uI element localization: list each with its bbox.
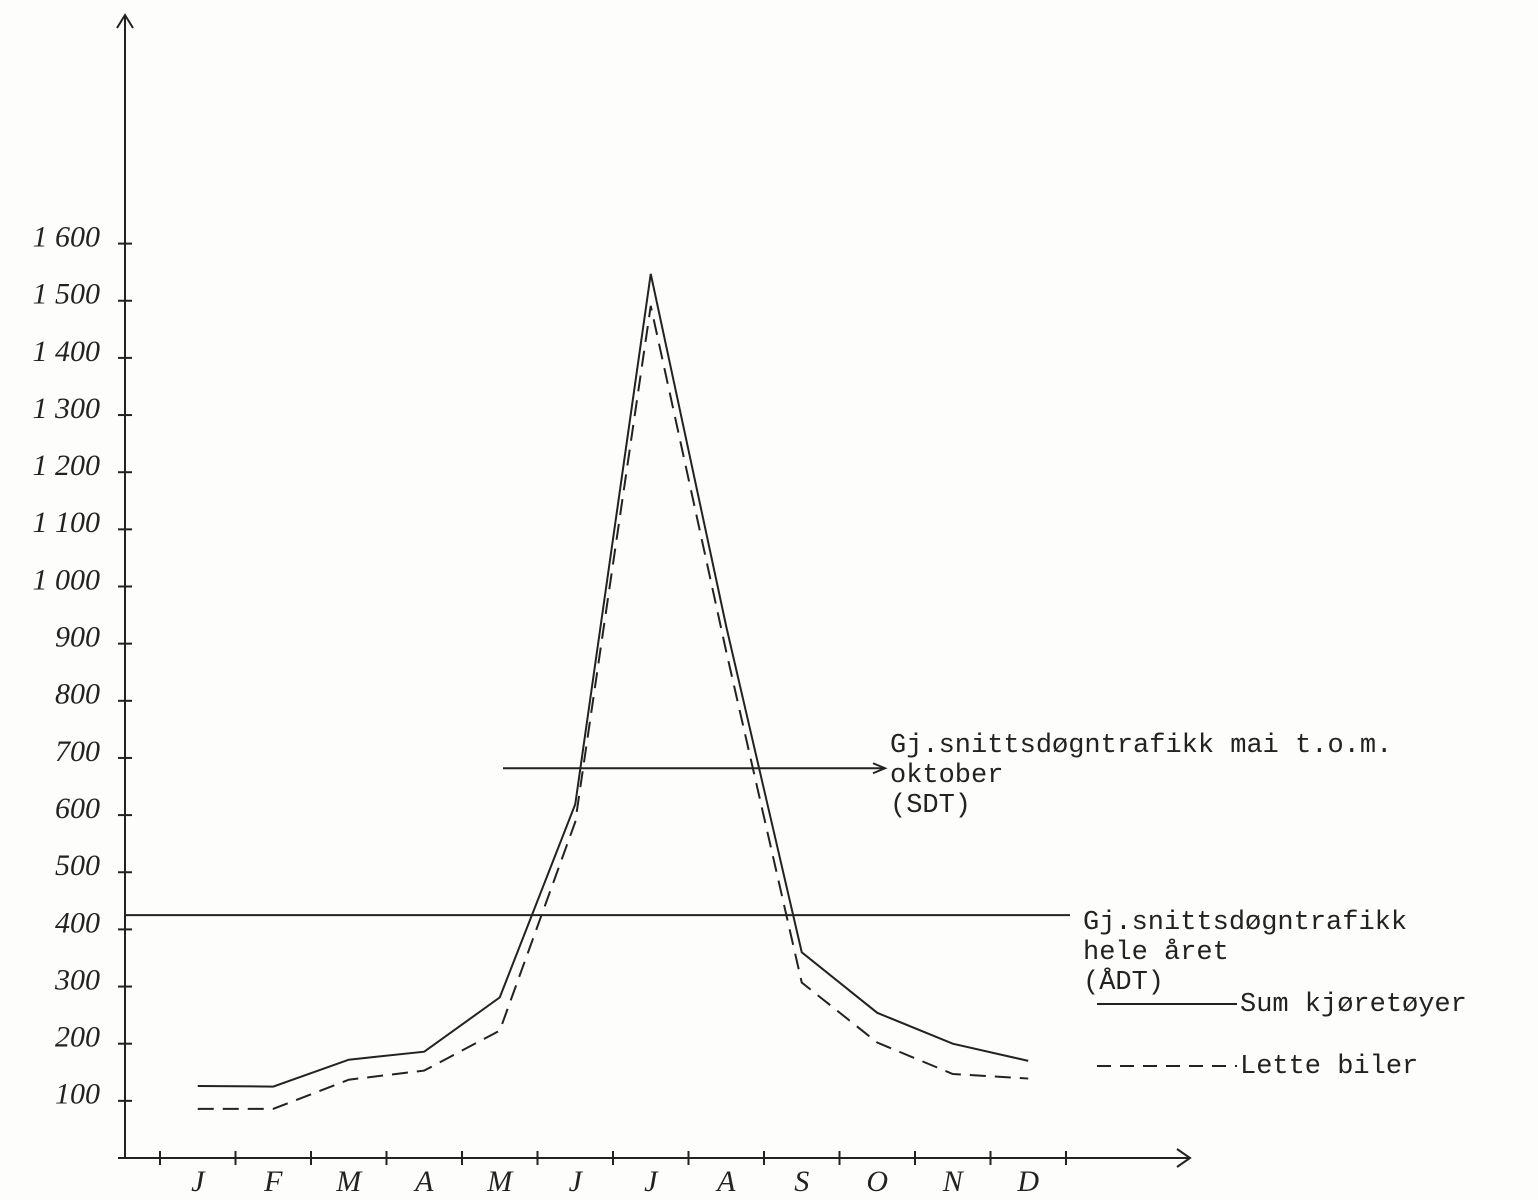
reference-arrow	[872, 762, 888, 775]
x-tick-label: A	[413, 1165, 434, 1198]
y-axis-arrow	[116, 13, 134, 29]
y-tick-label: 600	[55, 792, 100, 825]
reference-label: (ÅDT)	[1083, 967, 1164, 998]
x-tick-label: M	[335, 1165, 363, 1198]
y-tick-label: 1 300	[33, 392, 101, 425]
x-tick-label: M	[486, 1165, 514, 1198]
reference-label: oktober	[890, 761, 1003, 791]
reference-label: Gj.snittsdøgntrafikk	[1083, 908, 1407, 938]
series-line	[197, 305, 1029, 1110]
x-tick-label: N	[942, 1165, 965, 1198]
y-tick-label: 1 600	[33, 220, 101, 253]
x-tick-label: D	[1016, 1165, 1039, 1198]
y-tick-label: 1 100	[33, 506, 101, 539]
y-tick-label: 500	[55, 849, 100, 882]
x-tick-label: J	[191, 1165, 206, 1198]
y-tick-label: 800	[55, 678, 100, 711]
x-axis-arrow	[1176, 1148, 1192, 1168]
y-tick-label: 300	[54, 963, 100, 996]
x-tick-label: S	[794, 1165, 809, 1198]
x-tick-label: A	[715, 1165, 736, 1198]
y-tick-label: 900	[55, 621, 100, 654]
legend-label: Lette biler	[1240, 1052, 1418, 1082]
x-tick-label: O	[866, 1165, 888, 1198]
y-tick-label: 200	[55, 1021, 100, 1054]
y-tick-label: 1 500	[33, 278, 101, 311]
y-tick-label: 700	[55, 735, 100, 768]
legend-label: Sum kjøretøyer	[1240, 990, 1467, 1020]
x-tick-label: F	[263, 1165, 283, 1198]
reference-label: (SDT)	[890, 791, 971, 821]
x-tick-label: J	[644, 1165, 659, 1198]
reference-label: hele året	[1083, 938, 1229, 968]
y-tick-label: 400	[55, 906, 100, 939]
series-line	[197, 273, 1029, 1088]
y-tick-label: 100	[55, 1078, 100, 1111]
y-tick-label: 1 200	[33, 449, 101, 482]
y-tick-label: 1 000	[33, 563, 101, 596]
x-tick-label: J	[569, 1165, 584, 1198]
reference-label: Gj.snittsdøgntrafikk mai t.o.m.	[890, 731, 1392, 761]
y-tick-label: 1 400	[33, 335, 101, 368]
